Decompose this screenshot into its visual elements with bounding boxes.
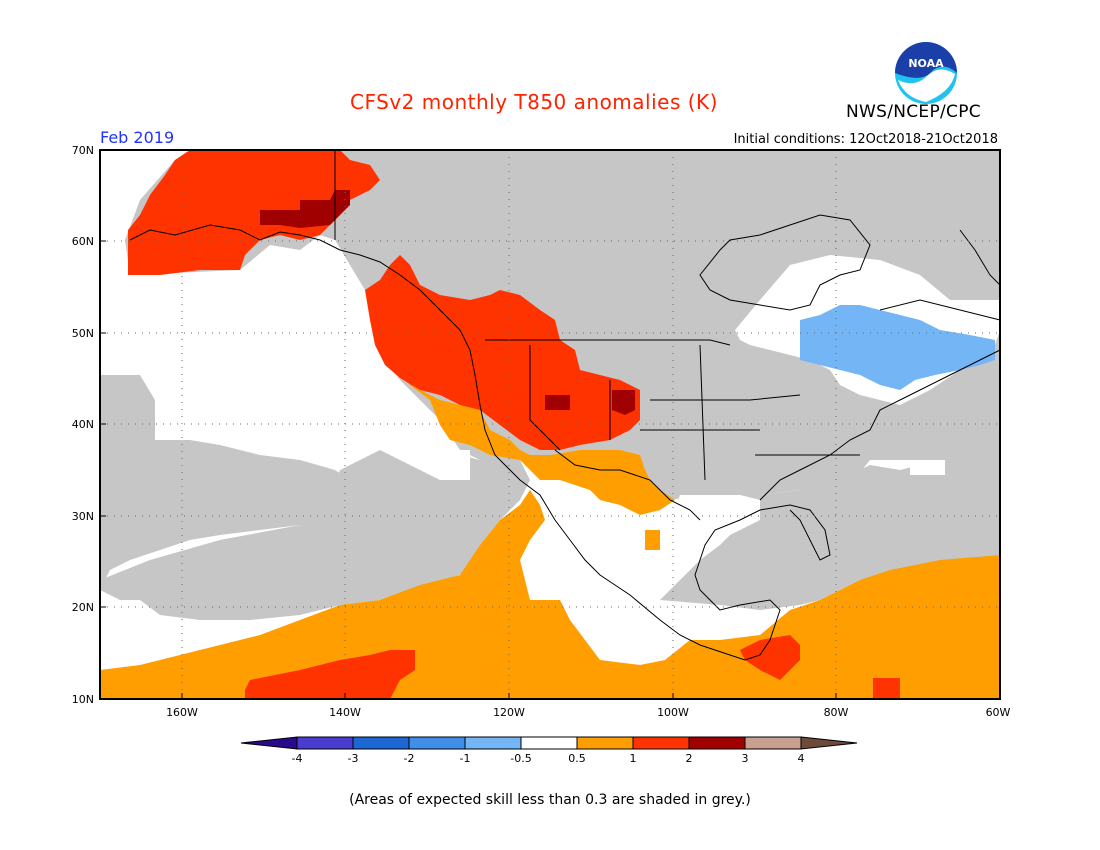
map-title: CFSv2 monthly T850 anomalies (K) (350, 90, 718, 114)
colorbar-swatch (632, 736, 690, 750)
axis-ticks (100, 149, 1001, 700)
colorbar-label: 3 (742, 752, 749, 765)
colorbar-swatch (352, 736, 410, 750)
colorbar-label: -2 (404, 752, 415, 765)
lon-label: 100W (657, 706, 689, 719)
lat-label: 70N (72, 144, 94, 157)
graticule (100, 150, 1000, 699)
colorbar-label: -3 (348, 752, 359, 765)
colorbar-swatch (576, 736, 634, 750)
colorbar-label: 0.5 (568, 752, 586, 765)
colorbar-swatch (520, 736, 578, 750)
colorbar-swatch (296, 736, 354, 750)
colorbar-label: -4 (292, 752, 303, 765)
colorbar (240, 736, 858, 750)
agency-label: NWS/NCEP/CPC (846, 102, 981, 122)
colorbar-label: 2 (686, 752, 693, 765)
colorbar-label: -0.5 (510, 752, 531, 765)
lat-label: 40N (72, 418, 94, 431)
lat-label: 20N (72, 601, 94, 614)
colorbar-label: -1 (460, 752, 471, 765)
colorbar-labels: -4 -3 -2 -1 -0.5 0.5 1 2 3 4 (292, 752, 805, 765)
lon-label: 80W (824, 706, 849, 719)
colorbar-swatch (688, 736, 746, 750)
forecast-period: Feb 2019 (100, 128, 175, 147)
lat-label: 30N (72, 510, 94, 523)
coastlines (129, 150, 1001, 661)
light-blue-areas (800, 305, 995, 390)
colorbar-swatch (744, 736, 802, 750)
lon-label: 140W (329, 706, 361, 719)
initial-conditions: Initial conditions: 12Oct2018-21Oct2018 (733, 132, 998, 147)
dark-red-areas (260, 190, 635, 415)
lat-label: 10N (72, 693, 94, 706)
colorbar-min-arrow (240, 736, 298, 750)
lat-label: 50N (72, 327, 94, 340)
noaa-logo: NOAA (893, 40, 959, 106)
lat-label: 60N (72, 235, 94, 248)
colorbar-max-arrow (800, 736, 858, 750)
latitude-labels: 70N 60N 50N 40N 30N 20N 10N (72, 144, 94, 706)
lon-label: 160W (166, 706, 198, 719)
longitude-labels: 160W 140W 120W 100W 80W 60W (166, 706, 1010, 719)
noaa-logo-text: NOAA (908, 57, 944, 70)
colorbar-label: 4 (798, 752, 805, 765)
footer-note: (Areas of expected skill less than 0.3 a… (349, 792, 751, 808)
colorbar-swatch (408, 736, 466, 750)
colorbar-label: 1 (630, 752, 637, 765)
lon-label: 120W (493, 706, 525, 719)
colorbar-swatch (464, 736, 522, 750)
lon-label: 60W (986, 706, 1011, 719)
